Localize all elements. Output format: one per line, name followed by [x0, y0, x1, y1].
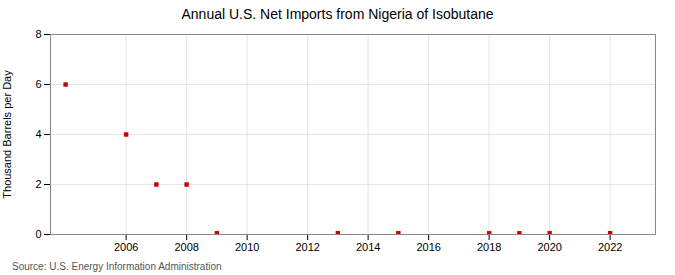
svg-text:2022: 2022: [598, 241, 622, 253]
svg-text:2: 2: [35, 178, 41, 190]
svg-text:8: 8: [35, 28, 41, 40]
svg-text:2008: 2008: [174, 241, 198, 253]
svg-text:2006: 2006: [114, 241, 138, 253]
svg-text:2012: 2012: [295, 241, 319, 253]
svg-text:2014: 2014: [356, 241, 380, 253]
html-text:Annual U.S. Net Imports from N: Annual U.S. Net Imports from Nigeria of …: [181, 6, 494, 22]
svg-text:2020: 2020: [537, 241, 561, 253]
svg-text:0: 0: [35, 228, 41, 240]
svg-text:Thousand Barrels per Day: Thousand Barrels per Day: [1, 70, 13, 199]
svg-text:2016: 2016: [416, 241, 440, 253]
svg-text:2010: 2010: [235, 241, 259, 253]
html-text:Source: U.S. Energy Informatio: Source: U.S. Energy Information Administ…: [12, 261, 222, 272]
svg-text:4: 4: [35, 128, 41, 140]
svg-text:2018: 2018: [477, 241, 501, 253]
svg-text:6: 6: [35, 78, 41, 90]
